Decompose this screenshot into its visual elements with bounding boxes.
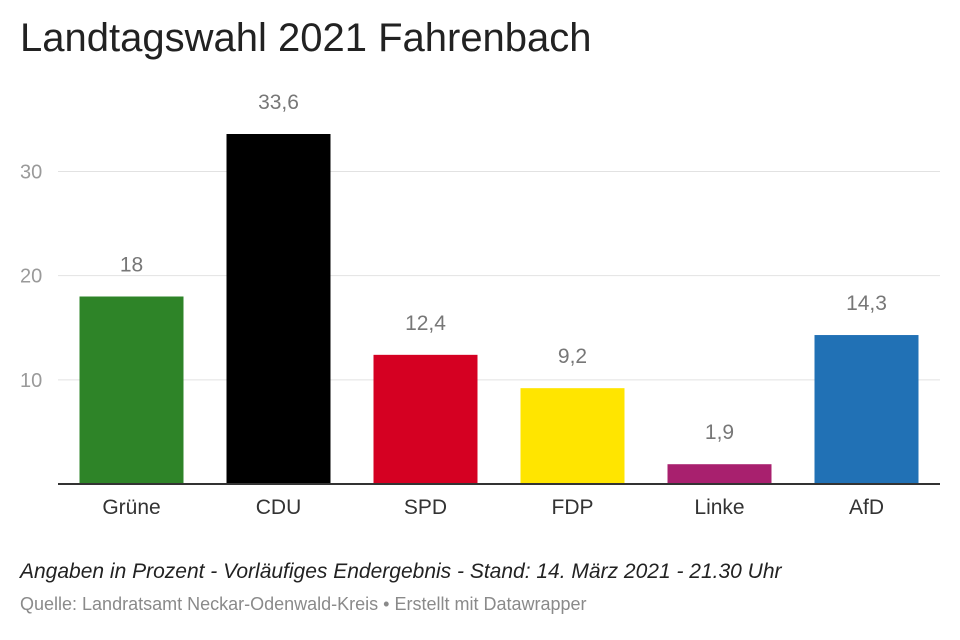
category-label: Grüne <box>102 496 160 519</box>
value-label: 1,9 <box>705 421 734 444</box>
bar-afd <box>814 335 919 484</box>
bar-cdu <box>226 134 331 484</box>
value-label: 9,2 <box>558 345 587 368</box>
category-labels: Grüne CDU SPD FDP Linke AfD <box>102 496 884 519</box>
category-label: SPD <box>404 496 447 519</box>
y-tick-label: 20 <box>20 266 42 288</box>
value-label: 12,4 <box>405 312 446 335</box>
category-label: AfD <box>849 496 884 519</box>
chart-title: Landtagswahl 2021 Fahrenbach <box>20 16 592 60</box>
category-label: Linke <box>694 496 744 519</box>
category-label: FDP <box>552 496 594 519</box>
bar-linke <box>667 464 772 484</box>
category-label: CDU <box>256 496 302 519</box>
bar-fdp <box>520 388 625 484</box>
bar-spd <box>373 354 478 484</box>
value-label: 33,6 <box>258 91 299 114</box>
grid-lines: 10 20 30 <box>20 162 940 392</box>
bar-chart: 10 20 30 Grüne CDU SPD FDP Linke AfD 18 33,6 12,4… <box>20 91 940 519</box>
bars <box>79 134 919 484</box>
bar-grüne <box>79 296 184 484</box>
value-label: 14,3 <box>846 292 887 315</box>
value-labels: 18 33,6 12,4 9,2 1,9 14,3 <box>120 91 887 444</box>
y-tick-label: 30 <box>20 162 42 184</box>
source-credit: Quelle: Landratsamt Neckar-Odenwald-Krei… <box>20 594 587 614</box>
value-label: 18 <box>120 254 143 277</box>
y-tick-label: 10 <box>20 370 42 392</box>
footnote: Angaben in Prozent - Vorläufiges Enderge… <box>20 560 782 583</box>
